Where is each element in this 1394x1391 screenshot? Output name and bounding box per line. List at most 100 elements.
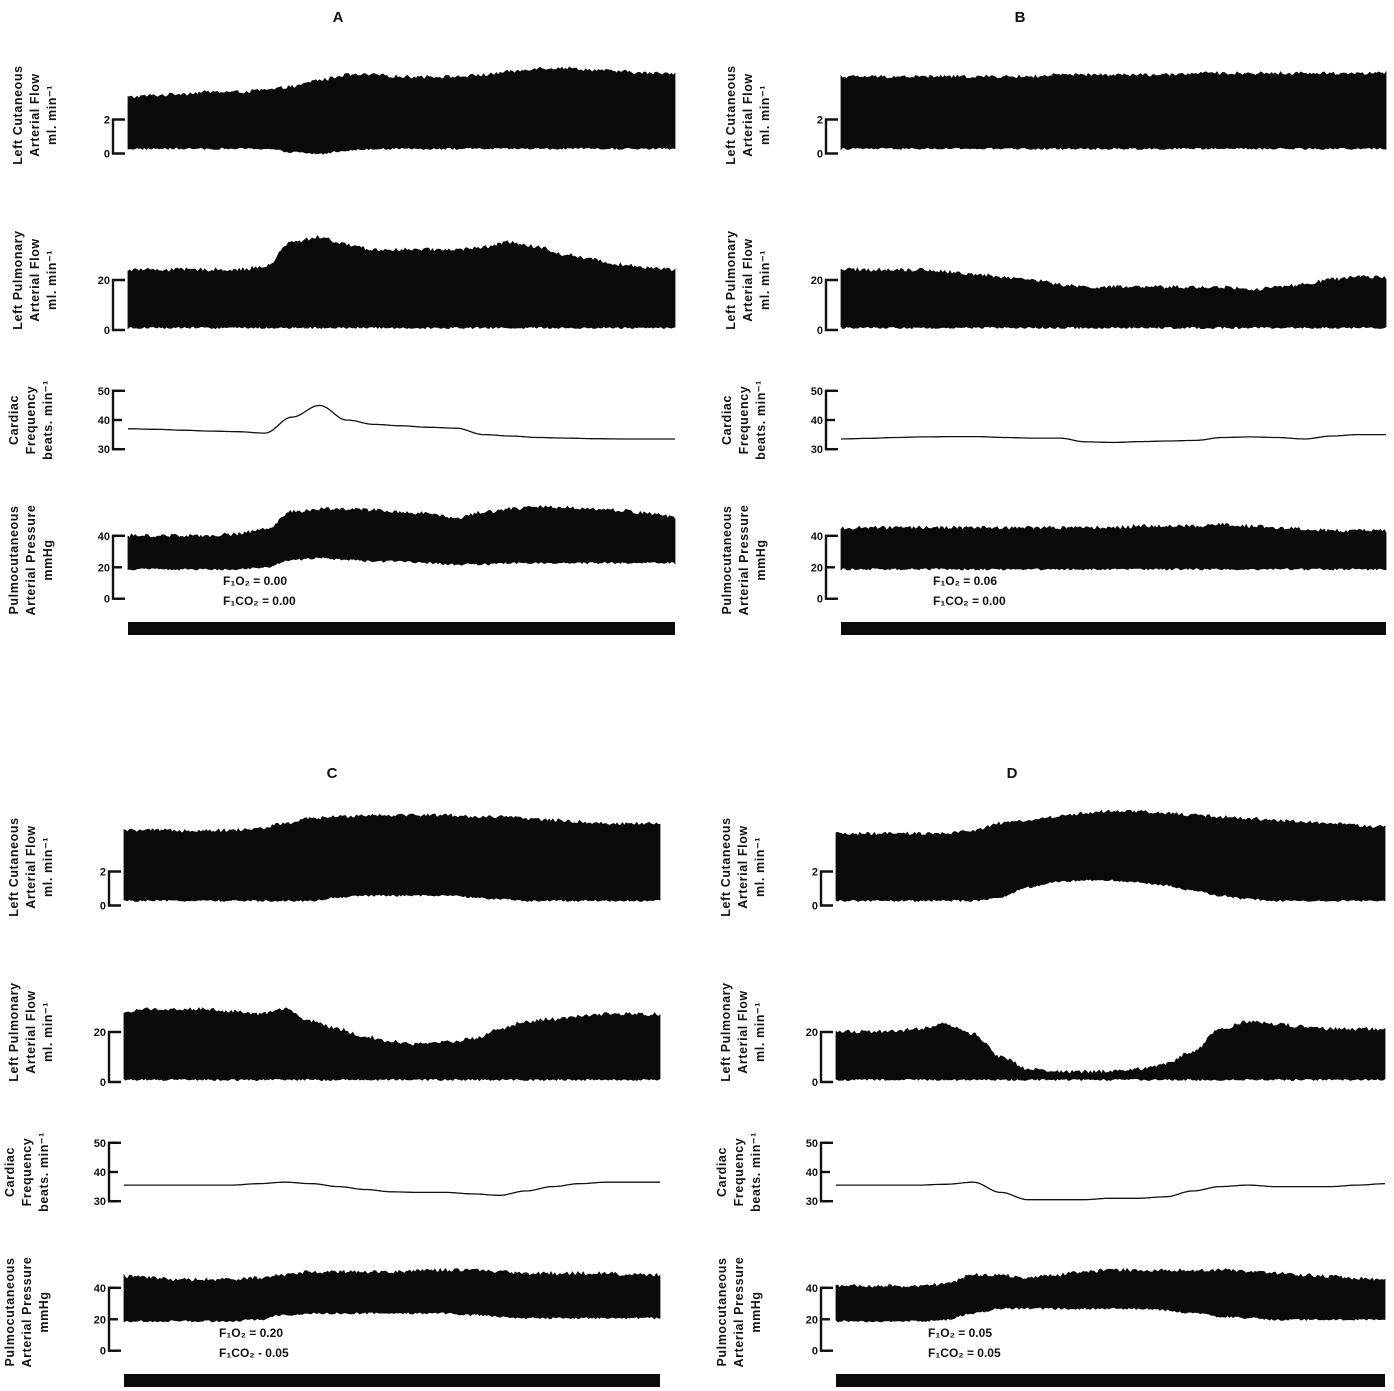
tick-label: 0: [100, 901, 106, 913]
tick-label: 20: [94, 1314, 106, 1326]
scale-bracket: [111, 278, 125, 332]
pulsatile-band: [127, 505, 676, 571]
trace-axis-label: Pulmocutaneous Arterial Pressure mmHg: [3, 1257, 51, 1368]
gas-condition-label: F₁CO₂ = 0.00: [933, 594, 1006, 608]
tick-label: 40: [98, 415, 110, 427]
trace-1: Left Cutaneous Arterial Flow ml. min⁻¹ 0 2: [719, 809, 1386, 917]
gas-condition-label: F₁O₂ = 0.20: [219, 1326, 283, 1340]
tick-label: 20: [806, 1314, 818, 1326]
trace-axis-label: Left Cutaneous Arterial Flow ml. min⁻¹: [719, 817, 767, 916]
tick-label: 2: [812, 867, 818, 879]
panel-letter: B: [1015, 9, 1026, 26]
tick-label: 30: [811, 444, 823, 456]
tick-label: 30: [94, 1196, 106, 1208]
trace-4: Pulmocutaneous Arterial Pressure mmHg 0 20 40: [715, 1257, 1386, 1367]
tick-label: 0: [100, 1077, 106, 1089]
scale-bracket: [824, 278, 838, 332]
tick-label: 30: [806, 1196, 818, 1208]
scale-bracket: [819, 1030, 833, 1084]
trace-axis-label: Left Cutaneous Arterial Flow ml. min⁻¹: [724, 65, 772, 164]
gas-condition-label: F₁O₂ = 0.00: [223, 574, 287, 588]
gas-condition-label: F₁CO₂ = 0.05: [928, 1346, 1001, 1360]
tick-label: 40: [806, 1167, 818, 1179]
trace-axis-label: Cardiac Frequency beats. min⁻¹: [3, 1132, 51, 1212]
pulsatile-band: [840, 267, 1387, 330]
tick-label: 20: [806, 1027, 818, 1039]
pulsatile-band: [835, 1020, 1386, 1082]
tick-label: 20: [811, 275, 823, 287]
tick-label: 40: [811, 531, 823, 543]
tick-label: 40: [94, 1283, 106, 1295]
tick-label: 0: [104, 594, 110, 606]
trace-axis-label: Cardiac Frequency beats. min⁻¹: [715, 1132, 763, 1212]
trace-2: Left Pulmonary Arterial Flow ml. min⁻¹ 0 20: [11, 230, 676, 337]
panel-letter: A: [333, 9, 344, 26]
pulsatile-band: [840, 522, 1387, 571]
trace-axis-label: Left Pulmonary Arterial Flow ml. min⁻¹: [7, 982, 55, 1081]
tick-label: 20: [811, 562, 823, 574]
event-marker-bar: [128, 622, 675, 635]
heart-rate-line: [840, 433, 1386, 444]
pulsatile-band: [127, 66, 676, 155]
pulsatile-band: [123, 813, 661, 902]
tick-label: 30: [98, 444, 110, 456]
tick-label: 50: [94, 1138, 106, 1150]
event-marker-bar: [124, 1374, 660, 1387]
tick-label: 50: [806, 1138, 818, 1150]
scale-bracket: [819, 870, 833, 907]
event-marker-bar: [836, 1374, 1385, 1387]
tick-label: 40: [94, 1167, 106, 1179]
tick-label: 40: [811, 415, 823, 427]
tick-label: 40: [806, 1283, 818, 1295]
gas-condition-label: F₁O₂ = 0.05: [928, 1326, 992, 1340]
scale-bracket: [107, 870, 121, 907]
heart-rate-line: [124, 1181, 660, 1196]
tick-label: 2: [817, 115, 823, 127]
panel-letter: C: [327, 765, 338, 782]
tick-label: 0: [817, 149, 823, 161]
tick-label: 0: [812, 1077, 818, 1089]
tick-label: 0: [104, 149, 110, 161]
tick-label: 20: [98, 275, 110, 287]
scale-bracket: [111, 118, 125, 155]
trace-2: Left Pulmonary Arterial Flow ml. min⁻¹ 0 20: [7, 982, 661, 1089]
trace-axis-label: Left Pulmonary Arterial Flow ml. min⁻¹: [724, 230, 772, 329]
panel-B: B Left Cutaneous Arterial Flow ml. min⁻¹ 0 2 L…: [720, 9, 1387, 635]
trace-2: Left Pulmonary Arterial Flow ml. min⁻¹ 0 20: [724, 230, 1387, 337]
trace-3: Cardiac Frequency beats. min⁻¹ 30 40 50: [715, 1132, 1385, 1212]
trace-axis-label: Left Pulmonary Arterial Flow ml. min⁻¹: [719, 982, 767, 1081]
tick-label: 20: [94, 1027, 106, 1039]
gas-condition-label: F₁O₂ = 0.06: [933, 574, 997, 588]
trace-axis-label: Left Cutaneous Arterial Flow ml. min⁻¹: [11, 65, 59, 164]
trace-3: Cardiac Frequency beats. min⁻¹ 30 40 50: [720, 380, 1386, 460]
tick-label: 50: [811, 386, 823, 398]
trace-3: Cardiac Frequency beats. min⁻¹ 30 40 50: [3, 1132, 660, 1212]
tick-label: 2: [100, 867, 106, 879]
trace-axis-label: Pulmocutaneous Arterial Pressure mmHg: [720, 505, 768, 616]
tick-label: 0: [817, 325, 823, 337]
trace-4: Pulmocutaneous Arterial Pressure mmHg 0 20 40: [7, 505, 676, 616]
heart-rate-line: [836, 1181, 1385, 1201]
tick-label: 0: [812, 901, 818, 913]
tick-label: 0: [812, 1346, 818, 1358]
gas-condition-label: F₁CO₂ - 0.05: [219, 1346, 289, 1360]
pulsatile-band: [835, 1267, 1386, 1323]
trace-1: Left Cutaneous Arterial Flow ml. min⁻¹ 0 2: [7, 813, 661, 917]
event-marker-bar: [841, 622, 1386, 635]
tick-label: 50: [98, 386, 110, 398]
trace-axis-label: Left Pulmonary Arterial Flow ml. min⁻¹: [11, 230, 59, 329]
tick-label: 0: [100, 1346, 106, 1358]
trace-2: Left Pulmonary Arterial Flow ml. min⁻¹ 0 20: [719, 982, 1386, 1089]
trace-axis-label: Cardiac Frequency beats. min⁻¹: [720, 380, 768, 460]
gas-condition-label: F₁CO₂ = 0.00: [223, 594, 296, 608]
trace-4: Pulmocutaneous Arterial Pressure mmHg 0 20 40: [720, 505, 1387, 616]
tick-label: 40: [98, 531, 110, 543]
pulsatile-band: [123, 1007, 661, 1082]
tick-label: 20: [98, 562, 110, 574]
trace-axis-label: Cardiac Frequency beats. min⁻¹: [7, 380, 55, 460]
trace-axis-label: Pulmocutaneous Arterial Pressure mmHg: [7, 505, 55, 616]
scale-bracket: [107, 1030, 121, 1084]
pulsatile-band: [835, 809, 1386, 902]
